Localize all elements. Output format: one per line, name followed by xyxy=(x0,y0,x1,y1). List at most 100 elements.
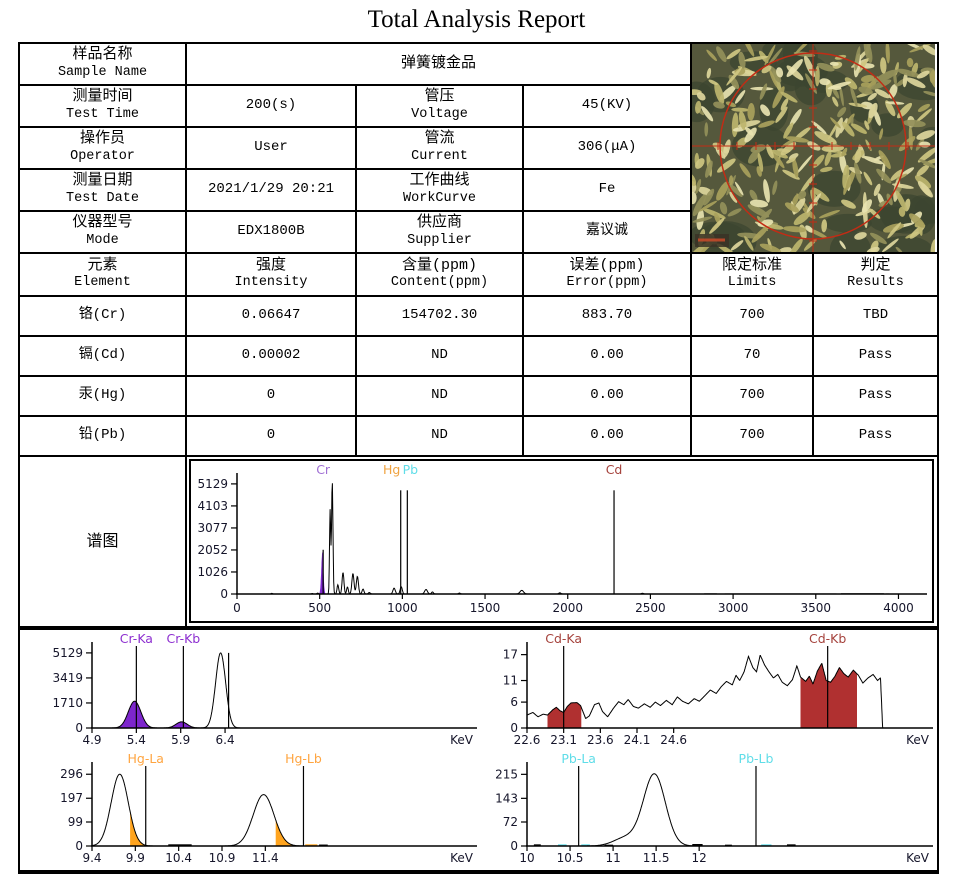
info-label-operator: 操作员 Operator xyxy=(20,128,187,170)
svg-text:12: 12 xyxy=(692,851,707,865)
info-label-mode: 仪器型号 Mode xyxy=(20,212,187,254)
hg-region-chart: Hg-La Hg-Lb 0 99 197 296 9.4 9.9 10.4 10.9 11.4 KeV xyxy=(60,751,477,865)
element-result: Pass xyxy=(814,417,937,457)
svg-text:2052: 2052 xyxy=(197,543,228,557)
element-content: ND xyxy=(357,377,524,417)
col-header-results: 判定 Results xyxy=(814,254,937,297)
element-intensity: 0 xyxy=(187,377,357,417)
svg-text:9.9: 9.9 xyxy=(126,851,145,865)
col-header-limits: 限定标准 Limits xyxy=(692,254,814,297)
svg-text:Pb: Pb xyxy=(403,462,419,477)
element-name: 铅(Pb) xyxy=(20,417,187,457)
info-label-voltage: 管压 Voltage xyxy=(357,86,524,128)
svg-text:11.5: 11.5 xyxy=(643,851,670,865)
element-result: Pass xyxy=(814,337,937,377)
element-limit: 700 xyxy=(692,297,814,337)
svg-text:2500: 2500 xyxy=(635,601,666,615)
svg-text:Cd: Cd xyxy=(606,462,623,477)
svg-text:6: 6 xyxy=(510,695,518,709)
svg-text:11.4: 11.4 xyxy=(252,851,279,865)
svg-text:KeV: KeV xyxy=(906,733,930,747)
info-label-supplier: 供应商 Supplier xyxy=(357,212,524,254)
svg-text:0: 0 xyxy=(75,721,83,735)
info-value-supplier: 嘉议诚 xyxy=(524,212,692,254)
svg-text:1500: 1500 xyxy=(470,601,501,615)
page-title: Total Analysis Report xyxy=(367,6,586,33)
svg-text:Hg-Lb: Hg-Lb xyxy=(285,751,322,766)
svg-text:1000: 1000 xyxy=(387,601,418,615)
element-content: 154702.30 xyxy=(357,297,524,337)
element-limit: 700 xyxy=(692,417,814,457)
svg-text:Hg-La: Hg-La xyxy=(127,751,163,766)
info-value-test-time: 200(s) xyxy=(187,86,357,128)
main-spectrum-cell: Cr Hg Pb Cd 0 1026 2052 3077 4103 5129 0 500 1000 150… xyxy=(187,457,937,626)
svg-text:500: 500 xyxy=(308,601,331,615)
col-header-intensity: 强度 Intensity xyxy=(187,254,357,297)
spectrum-label: 谱图 xyxy=(20,457,187,626)
svg-text:0: 0 xyxy=(510,721,518,735)
svg-text:296: 296 xyxy=(60,767,83,781)
svg-text:1026: 1026 xyxy=(197,565,228,579)
svg-text:5.4: 5.4 xyxy=(127,733,146,747)
info-value-mode: EDX1800B xyxy=(187,212,357,254)
svg-text:3500: 3500 xyxy=(801,601,832,615)
element-name: 汞(Hg) xyxy=(20,377,187,417)
main-spectrum-chart: Cr Hg Pb Cd 0 1026 2052 3077 4103 5129 0 500 1000 150… xyxy=(189,459,934,623)
svg-text:Pb-Lb: Pb-Lb xyxy=(739,751,774,766)
full-spectrum-plot: Cr Hg Pb Cd 0 1026 2052 3077 4103 5129 0 500 1000 150… xyxy=(197,462,927,615)
sample-photo-image xyxy=(692,44,935,252)
svg-text:KeV: KeV xyxy=(450,733,474,747)
info-label-sample-name: 样品名称 Sample Name xyxy=(20,44,187,86)
svg-text:Cr-Kb: Cr-Kb xyxy=(167,631,201,646)
element-intensity: 0.06647 xyxy=(187,297,357,337)
svg-text:143: 143 xyxy=(495,791,518,805)
svg-text:5129: 5129 xyxy=(52,646,83,660)
svg-text:2000: 2000 xyxy=(552,601,583,615)
svg-text:Cr: Cr xyxy=(316,462,331,477)
info-value-current: 306(μA) xyxy=(524,128,692,170)
svg-text:KeV: KeV xyxy=(906,851,930,865)
svg-text:Cd-Kb: Cd-Kb xyxy=(809,631,846,646)
element-limit: 70 xyxy=(692,337,814,377)
element-content: ND xyxy=(357,337,524,377)
element-result: TBD xyxy=(814,297,937,337)
svg-text:10.5: 10.5 xyxy=(557,851,584,865)
sample-photo xyxy=(692,44,937,254)
svg-text:3000: 3000 xyxy=(718,601,749,615)
info-label-workcurve: 工作曲线 WorkCurve xyxy=(357,170,524,212)
svg-text:11: 11 xyxy=(605,851,620,865)
svg-text:197: 197 xyxy=(60,791,83,805)
svg-text:Hg: Hg xyxy=(383,462,400,477)
svg-text:5.9: 5.9 xyxy=(171,733,190,747)
svg-text:3419: 3419 xyxy=(52,671,83,685)
element-intensity: 0.00002 xyxy=(187,337,357,377)
pb-region-chart: Pb-La Pb-Lb 0 72 143 215 10 10.5 11 11.5 12 KeV xyxy=(495,751,933,865)
svg-text:99: 99 xyxy=(68,815,83,829)
col-header-content: 含量(ppm) Content(ppm) xyxy=(357,254,524,297)
element-region-charts: Cr-Ka Cr-Kb 0 1710 3419 5129 4.9 5.4 5.9 6.4 KeV C… xyxy=(18,628,939,874)
element-error: 0.00 xyxy=(524,417,692,457)
svg-text:Cd-Ka: Cd-Ka xyxy=(545,631,582,646)
element-error: 0.00 xyxy=(524,337,692,377)
element-intensity: 0 xyxy=(187,417,357,457)
svg-text:24.1: 24.1 xyxy=(624,733,651,747)
svg-text:0: 0 xyxy=(233,601,241,615)
svg-text:KeV: KeV xyxy=(450,851,474,865)
svg-text:10: 10 xyxy=(519,851,534,865)
cr-region-chart: Cr-Ka Cr-Kb 0 1710 3419 5129 4.9 5.4 5.9 6.4 KeV xyxy=(52,631,477,747)
info-value-voltage: 45(KV) xyxy=(524,86,692,128)
svg-text:23.1: 23.1 xyxy=(550,733,577,747)
info-value-sample-name: 弹簧镀金品 xyxy=(187,44,692,86)
svg-text:17: 17 xyxy=(503,648,518,662)
element-name: 镉(Cd) xyxy=(20,337,187,377)
svg-text:4000: 4000 xyxy=(883,601,914,615)
svg-text:0: 0 xyxy=(75,839,83,853)
svg-text:3077: 3077 xyxy=(197,521,228,535)
svg-text:5129: 5129 xyxy=(197,477,228,491)
col-header-element: 元素 Element xyxy=(20,254,187,297)
info-value-workcurve: Fe xyxy=(524,170,692,212)
svg-text:23.6: 23.6 xyxy=(587,733,614,747)
svg-text:72: 72 xyxy=(503,815,518,829)
svg-text:10.9: 10.9 xyxy=(209,851,236,865)
